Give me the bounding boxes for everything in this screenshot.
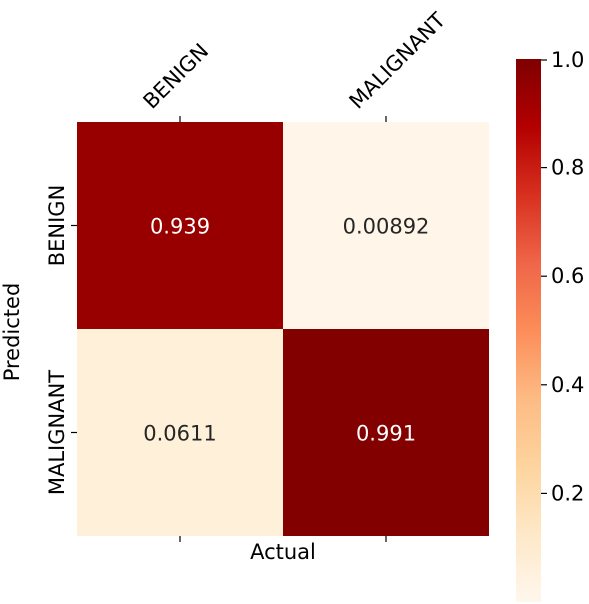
y-tick-label-1: MALIGNANT	[45, 370, 69, 495]
colorbar-tick-label-2: 0.6	[551, 264, 584, 288]
x-tick-label-0: BENIGN	[139, 39, 214, 114]
cell-value-label-1-0: 0.0611	[143, 422, 216, 446]
colorbar-tick-label-3: 0.8	[551, 156, 584, 180]
heatmap-cell-0-0	[77, 122, 283, 329]
colorbar-tick-label-4: 1.0	[551, 48, 584, 72]
colorbar-tick-label-1: 0.4	[551, 373, 584, 397]
heatmap-cells	[77, 122, 489, 536]
x-tick-label-1: MALIGNANT	[345, 8, 451, 114]
y-tick-label-0: BENIGN	[45, 185, 69, 267]
y-axis: BENIGN MALIGNANT	[45, 185, 77, 495]
colorbar-tick-label-0: 0.2	[551, 481, 584, 505]
heatmap-cell-0-1	[283, 122, 489, 329]
colorbar-ticks: 0.2 0.4 0.6 0.8 1.0	[541, 48, 584, 505]
heatmap-cell-1-0	[77, 329, 283, 536]
x-axis-label: Actual	[250, 540, 316, 564]
y-axis-label: Predicted	[0, 283, 24, 382]
cell-value-label-0-1: 0.00892	[343, 215, 430, 239]
colorbar: 0.2 0.4 0.6 0.8 1.0	[516, 48, 584, 602]
heatmap-cell-1-1	[283, 329, 489, 536]
heatmap-cell-labels: 0.939 0.00892 0.0611 0.991	[143, 215, 429, 446]
cell-value-label-0-0: 0.939	[150, 215, 210, 239]
colorbar-gradient	[516, 59, 541, 602]
cell-value-label-1-1: 0.991	[356, 422, 416, 446]
